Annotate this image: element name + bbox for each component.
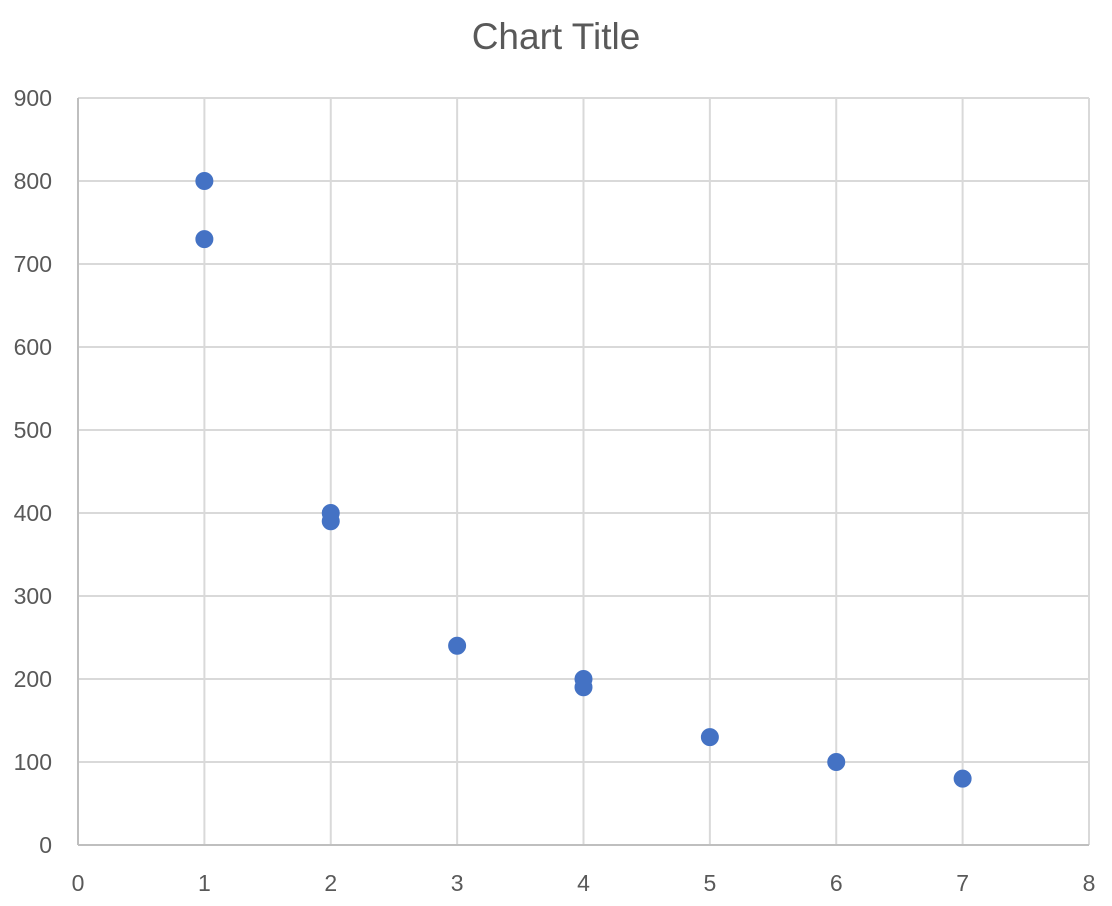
y-tick-label: 400 bbox=[14, 500, 52, 526]
x-tick-label: 7 bbox=[956, 870, 969, 896]
y-tick-label: 300 bbox=[14, 583, 52, 609]
axes bbox=[77, 98, 1089, 846]
x-tick-label: 2 bbox=[324, 870, 337, 896]
gridlines bbox=[78, 97, 1090, 845]
data-point bbox=[574, 678, 593, 697]
x-tick-label: 5 bbox=[703, 870, 716, 896]
data-points bbox=[195, 172, 972, 788]
data-point bbox=[700, 728, 719, 747]
chart-title: Chart Title bbox=[471, 16, 641, 57]
x-tick-label: 3 bbox=[451, 870, 464, 896]
y-tick-label: 900 bbox=[14, 85, 52, 111]
x-tick-label: 4 bbox=[577, 870, 590, 896]
y-tick-label: 100 bbox=[14, 749, 52, 775]
data-point bbox=[953, 769, 972, 788]
data-point bbox=[448, 636, 467, 655]
data-point bbox=[321, 512, 340, 531]
x-tick-label: 0 bbox=[72, 870, 85, 896]
data-point bbox=[827, 753, 846, 771]
y-tick-label: 0 bbox=[39, 832, 52, 858]
y-tick-label: 600 bbox=[14, 334, 52, 360]
x-tick-label: 6 bbox=[830, 870, 843, 896]
tick-labels: 0 100 200 300 400 500 600 700 800 900 0 1 2 3 4 5 6 7 8 bbox=[14, 85, 1096, 896]
y-tick-label: 500 bbox=[14, 417, 52, 443]
x-tick-label: 1 bbox=[198, 870, 211, 896]
data-point bbox=[195, 230, 214, 249]
x-tick-label: 8 bbox=[1083, 870, 1096, 896]
y-tick-label: 800 bbox=[14, 168, 52, 194]
data-point bbox=[195, 172, 214, 190]
y-tick-label: 700 bbox=[14, 251, 52, 277]
y-tick-label: 200 bbox=[14, 666, 52, 692]
